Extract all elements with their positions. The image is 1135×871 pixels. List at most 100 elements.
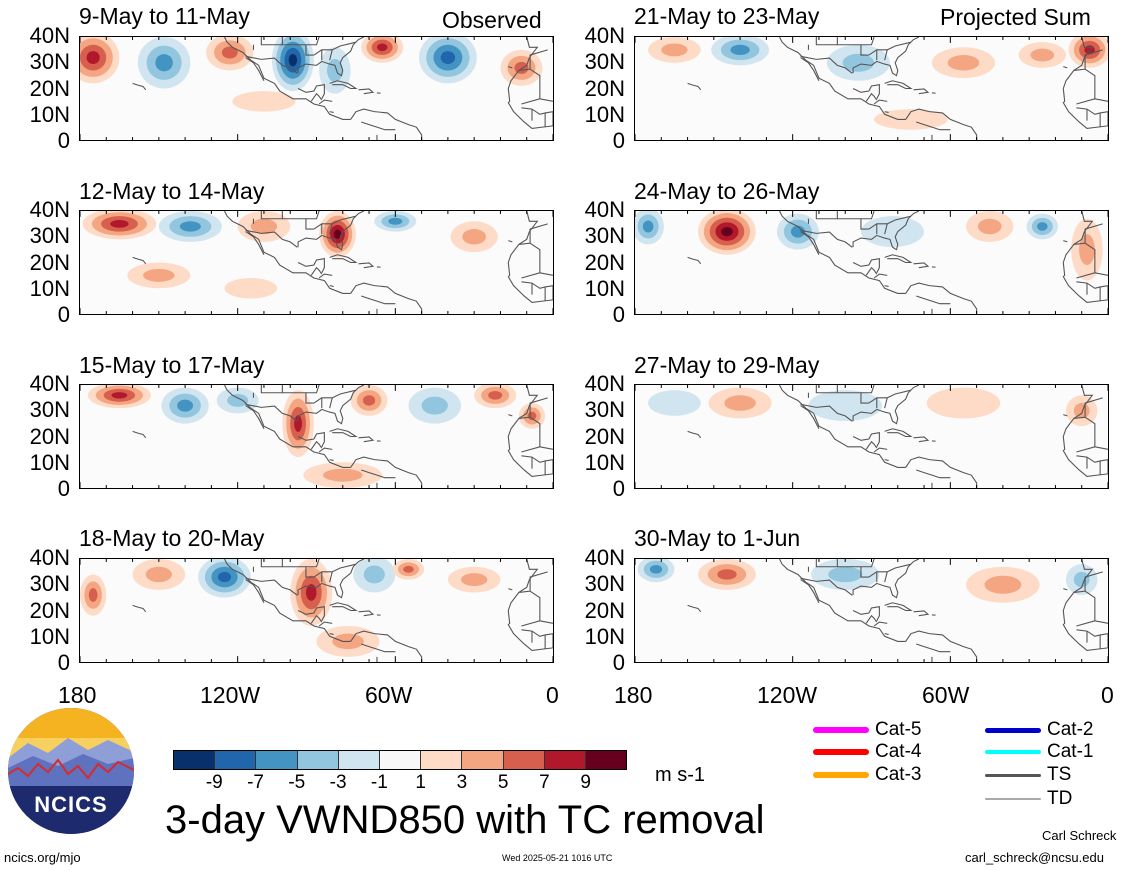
lat-tick-p7-3: 10N [584,449,625,475]
coastline-p4-28 [521,629,553,637]
lat-tick-p7-4: 0 [612,476,625,501]
coastline-p4-4 [329,602,358,612]
coastline-p8-13 [815,559,838,568]
coastline-p5-9 [1063,66,1068,69]
coastline-p2-20 [310,266,323,276]
colorbar-tick-9: 9 [580,772,592,793]
colorbar-swatch-6 [421,751,463,769]
coastline-p7-27 [1094,446,1108,450]
anomaly-p5-0-level-3 [661,43,688,57]
lat-tick-p6-1: 30N [584,223,625,249]
author-email[interactable]: carl_schreck@ncsu.edu [965,850,1104,865]
lat-tick-p5-1: 30N [584,49,625,75]
coastline-p6-23 [916,295,951,305]
coastline-p7-2 [852,385,920,425]
coastline-p8-22 [884,633,889,635]
coastline-p8-5 [913,610,930,617]
anomaly-p2-3-level-9 [333,229,342,239]
coastline-p7-20 [865,440,878,450]
anomaly-p1-8-level-1 [232,91,296,112]
coastline-p1-21 [318,99,333,105]
anomaly-p1-0-level-7 [86,51,100,65]
coastline-p2-18 [329,223,333,235]
coastline-p2-16 [313,215,357,230]
coastline-p3-8 [507,385,553,477]
legend-item-cat-2: Cat-2 [985,719,1093,741]
coastline-p3-2 [297,385,365,425]
anomaly-p1-1-level--5 [155,54,173,72]
coastline-p4-5 [358,610,375,617]
anomaly-p6-4-level-3 [977,218,1002,235]
coastline-p5-4 [884,80,913,90]
coastline-p7-1 [800,405,820,429]
coastline-p3-16 [313,389,357,404]
coastline-p1-10 [132,82,147,91]
coastline-p5-10 [687,82,702,91]
legend-label-cat-2: Cat-2 [1047,719,1094,740]
coastline-p4-16 [313,563,357,578]
lat-tick-p4-1: 30N [29,571,70,597]
coastline-p1-16 [313,41,357,56]
colorbar-swatch-1 [215,751,257,769]
anomaly-p8-2-level--3 [828,566,863,583]
anomaly-p6-0-level--5 [642,220,654,233]
coastline-p7-7 [905,456,978,488]
legend-line-cat-5 [813,727,869,733]
coastline-p1-8 [507,37,553,129]
coastline-p5-22 [884,111,889,113]
coastline-p3-13 [260,385,283,394]
anomaly-p5-1-level--5 [730,44,750,56]
coastline-p6-13 [815,211,838,220]
anomaly-p7-2-level--1 [808,390,883,422]
coastline-p6-20 [865,266,878,276]
coastline-p8-23 [916,643,951,653]
coastline-p8-4 [884,602,913,612]
colorbar-swatch-10 [585,751,627,769]
colorbar-swatch-9 [544,751,586,769]
anomaly-p7-1-level-3 [724,395,756,411]
anomaly-p1-2-level-5 [221,46,238,59]
anomaly-p2-1-level--5 [179,221,201,232]
anomaly-p6-6-level-3 [1079,234,1095,266]
colorbar-tick-4: -1 [370,772,388,793]
coastline-p3-19 [305,385,320,394]
coastline-p1-18 [329,49,333,61]
coastline-p5-23 [916,121,951,131]
coastline-p6-0 [779,211,906,294]
coastline-p4-11 [245,577,298,596]
lat-tick-p4-4: 0 [57,650,70,675]
anomaly-p4-1-level-3 [145,566,172,583]
legend-label-cat-1: Cat-1 [1047,741,1094,762]
legend-item-cat-1: Cat-1 [985,741,1093,763]
coastline-p7-25 [1073,397,1103,419]
coastline-p1-23 [361,121,396,131]
legend-item-cat-4: Cat-4 [813,741,921,763]
coastline-p2-23 [361,295,396,305]
site-link[interactable]: ncics.org/mjo [4,850,81,865]
legend-line-td [985,798,1041,800]
legend-line-cat-1 [985,750,1041,754]
coastline-p5-11 [800,55,853,74]
coastline-p7-0 [779,385,906,468]
coastline-p4-1 [245,579,265,603]
coastline-p4-27 [539,620,553,624]
map-p4 [79,558,554,663]
lat-tick-p8-1: 30N [584,571,625,597]
anomaly-p2-6-level-3 [143,268,175,282]
coastline-p1-25 [518,49,548,71]
coastline-p1-19 [305,37,320,46]
anomaly-p4-2-level--7 [217,571,232,583]
lat-tick-p5-4: 0 [612,128,625,153]
lat-tick-p4-2: 20N [29,597,70,623]
coastline-p1-27 [539,98,553,102]
coastline-p1-13 [260,37,283,46]
coastline-p4-7 [350,630,423,662]
coastline-p2-22 [329,285,334,287]
colorbar-tick-0: -9 [205,772,223,793]
legend-label-cat-4: Cat-4 [875,741,922,762]
coastline-p2-9 [508,240,513,243]
coastline-p5-28 [1076,107,1108,115]
coastline-p7-11 [800,403,853,422]
coastline-p3-21 [318,447,333,453]
coastline-p6-2 [852,211,920,251]
